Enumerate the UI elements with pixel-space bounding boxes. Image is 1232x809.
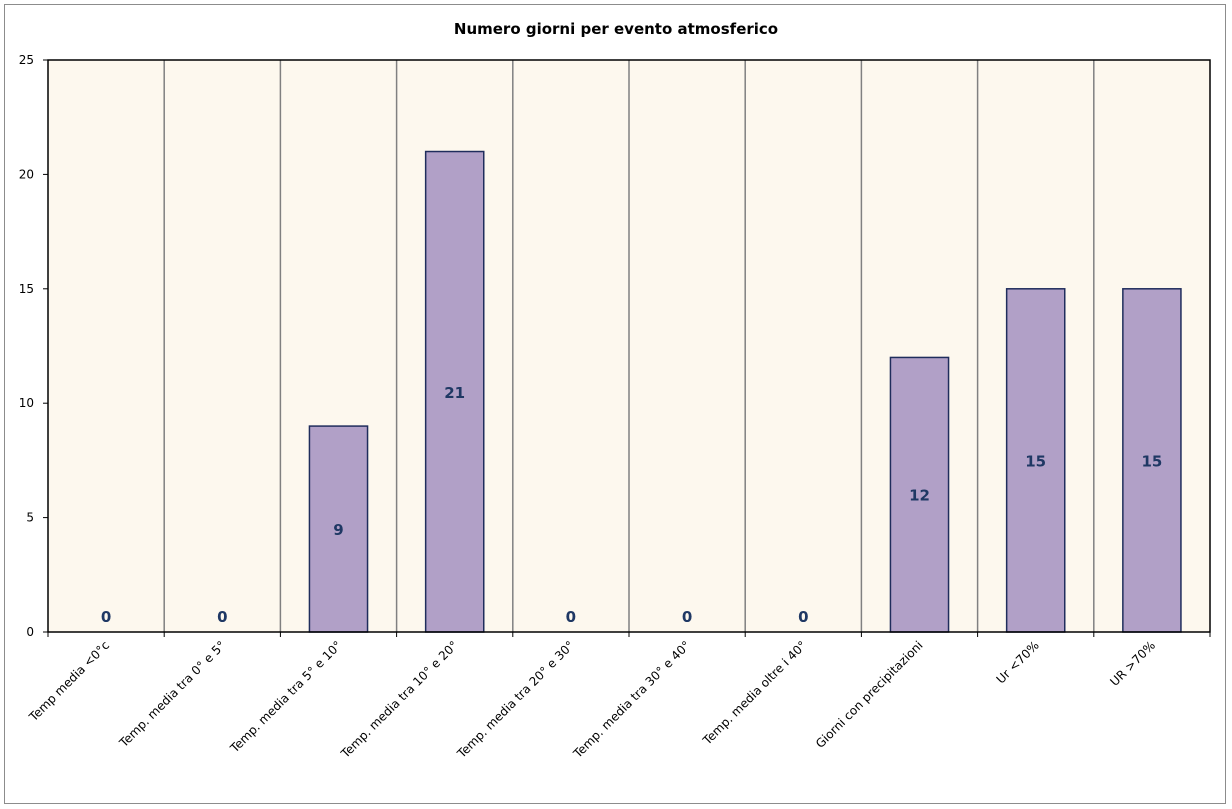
y-tick-label: 15 <box>19 282 34 296</box>
data-label: 0 <box>566 608 576 626</box>
y-tick-label: 25 <box>19 53 34 67</box>
x-tick-label: UR >70% <box>1107 638 1158 689</box>
bar <box>1005 288 1066 633</box>
data-label: 0 <box>798 608 808 626</box>
grid-layer <box>163 60 1095 632</box>
bar <box>424 150 485 633</box>
x-tick-label: Temp. media tra 10° e 20° <box>338 638 461 761</box>
y-tick-label: 0 <box>26 625 34 639</box>
bar <box>889 356 950 633</box>
x-tick-label: Temp. media tra 30° e 40° <box>570 638 693 761</box>
x-tick-label: Temp media <0°c <box>26 638 112 724</box>
data-label: 0 <box>101 608 111 626</box>
y-tick-label: 5 <box>26 511 34 525</box>
x-tick-label: Temp. media tra 0° e 5° <box>116 638 228 750</box>
x-tick-label: Temp. media tra 5° e 10° <box>227 638 345 756</box>
data-label: 12 <box>909 487 930 505</box>
data-label: 15 <box>1141 452 1162 470</box>
y-tick-label: 10 <box>19 396 34 410</box>
data-label: 9 <box>333 521 343 539</box>
plot-border <box>47 59 1211 633</box>
x-tick-label: Ur <70% <box>994 638 1042 686</box>
y-axis-ticks: 0 5 10 15 20 25 <box>19 53 48 639</box>
bar <box>1122 288 1182 633</box>
bar <box>308 425 369 633</box>
x-tick-label: Temp. media oltre i 40° <box>699 638 809 748</box>
x-tick-label: Giorni con precipitazioni <box>813 638 926 751</box>
x-tick-label: Temp. media tra 20° e 30° <box>454 638 577 761</box>
bars-layer <box>308 150 1182 633</box>
data-label: 15 <box>1025 452 1046 470</box>
data-label: 21 <box>444 384 465 402</box>
data-label: 0 <box>682 608 692 626</box>
y-tick-label: 20 <box>19 167 34 181</box>
chart-title: Numero giorni per evento atmosferico <box>453 20 779 38</box>
x-axis-ticks: Temp media <0°c Temp. media tra 0° e 5° Te… <box>26 632 1211 761</box>
data-labels: 0 0 9 21 0 0 0 12 15 15 <box>101 384 1162 626</box>
data-label: 0 <box>217 608 227 626</box>
